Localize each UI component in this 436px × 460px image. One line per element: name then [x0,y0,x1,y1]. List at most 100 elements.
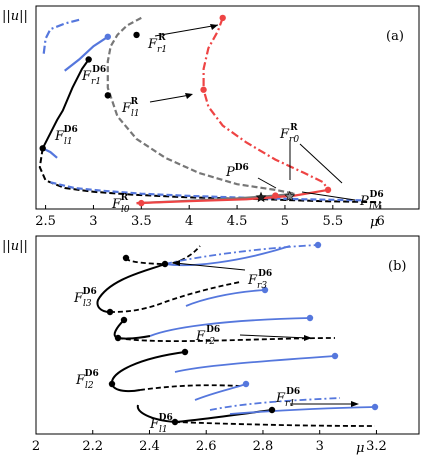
arrow-P-IM [301,191,356,201]
b-tick-label: 2.8 [253,439,274,454]
panel-b-annotations: Fr3D6 Fl3D6 Fr2D6 Fl2D6 Fr1D6 Fl1D6 [73,269,300,435]
b-curve-12 [174,355,336,373]
panel-a-annotations: Fr1R Fl1R Fr1D6 Fl1D6 Fl0R Fr0R PD6 PIMD… [54,33,384,215]
b-curve-17 [229,406,376,415]
b-dot-10 [331,352,339,360]
label-b-F-r3: Fr3D6 [247,269,272,291]
panel-b-xlabel: μ [356,441,364,456]
label-b-F-l3: Fl3D6 [73,287,97,309]
b-curve-10 [110,351,186,393]
arrow-b-r3 [174,262,246,271]
b-curve-1 [125,245,201,265]
arrowhead-F-r1-R [210,24,218,30]
arrow-F-r0-R-2 [299,143,343,184]
b-dot-3 [314,241,322,249]
label-F-r0-R: Fr0R [279,123,299,145]
b-dot-5 [120,316,128,324]
a-tick-label: 5 [281,214,289,229]
a-tick-label: 3 [89,214,97,229]
a-series-1 [64,35,109,72]
b-dot-1 [122,254,130,262]
a-tick-label: 2.5 [35,214,56,229]
b-tick-label: 2 [32,439,40,454]
b-dot-12 [242,380,250,388]
panel-b-fold-points [106,241,379,426]
arrow-F-l1-R [149,94,191,103]
label-F-l1-R: Fl1R [121,97,140,119]
b-dot-15 [371,403,379,411]
b-curve-6 [185,289,266,307]
b-dot-6 [261,286,269,294]
a-tick-label: 3.5 [131,214,152,229]
arrowhead-b-r3 [172,260,180,266]
panel-b-frame [35,235,420,435]
a-series-5 [50,181,362,202]
panel-a-x-ticks: 2.5 3 3.5 4 4.5 5 5.5 6 [35,205,385,229]
a-series-9 [136,188,329,205]
panel-b-x-ticks: 2 2.2 2.4 2.6 2.8 3 3.2 [32,430,387,454]
a-series-4 [38,148,381,204]
a-star-6 [255,191,267,203]
panel-b-label: (b) [388,259,406,274]
b-tick-label: 2.4 [139,439,160,454]
b-tick-label: 3.2 [366,439,387,454]
b-curve-11 [139,384,241,391]
arrow-b-r2 [239,334,309,339]
b-curve-4 [96,263,166,313]
b-dot-9 [181,348,189,356]
b-dot-8 [114,334,122,342]
a-tick-label: 4.5 [227,214,248,229]
b-dot-2 [161,260,169,268]
panel-a-label: (a) [386,29,404,44]
a-series-8 [202,17,329,191]
label-P-IM-D6: PIMD6 [359,190,384,212]
b-curve-3 [164,244,319,265]
label-F-l0-R: Fl0R [111,193,130,215]
panel-a-curves [38,14,381,207]
b-tick-label: 2.2 [82,439,103,454]
label-b-F-r1: Fr1D6 [275,387,300,409]
b-curve-2 [164,245,291,267]
a-point-4 [138,199,145,207]
label-b-F-l2: Fl2D6 [75,369,99,391]
b-curve-16 [174,421,376,427]
a-red-dot-2 [324,186,332,194]
a-star-7 [284,190,296,202]
b-curve-9 [117,337,336,343]
label-F-l1-D6: Fl1D6 [54,125,78,147]
b-dot-14 [171,418,179,426]
label-F-r1-D6: Fr1D6 [81,65,106,87]
b-curve-14 [209,397,341,411]
arrowhead-F-l1-R [185,93,193,99]
label-F-r1-R: Fr1R [147,33,167,55]
b-curve-5 [109,281,241,313]
b-dot-4 [106,308,114,316]
a-red-dot-0 [219,14,226,22]
b-curve-7 [149,317,311,337]
a-blue-dot [104,33,112,40]
panel-b: ||u|| (b) μ 2 2.2 2.4 2.6 2.8 3 3.2 [2,235,420,456]
a-red-dot-1 [200,86,207,93]
b-dot-7 [306,314,314,322]
a-point-1 [104,92,112,99]
a-series-2 [41,58,90,149]
a-series-6 [106,16,295,195]
label-b-F-l1: Fl1D6 [149,413,173,435]
panel-a-xlabel: μ [370,215,378,230]
panel-b-curves [96,244,376,427]
a-point-2 [85,56,92,63]
panel-a-arrows [149,24,356,201]
a-point-5 [272,192,279,199]
panel-a-frame [35,5,420,210]
arrowhead-b-r2 [304,335,312,341]
a-tick-label: 6 [377,214,385,229]
panel-a: ||u|| (a) μ 2.5 3 3.5 4 4.5 5 5.5 6 Fr1R Fl1R F… [2,5,420,230]
panel-a-ylabel: ||u|| [2,9,28,24]
a-point-0 [133,31,140,39]
b-tick-label: 3 [316,439,324,454]
b-dot-11 [108,380,116,388]
a-point-3 [39,145,46,152]
b-dot-13 [268,406,276,414]
b-tick-label: 2.6 [196,439,217,454]
